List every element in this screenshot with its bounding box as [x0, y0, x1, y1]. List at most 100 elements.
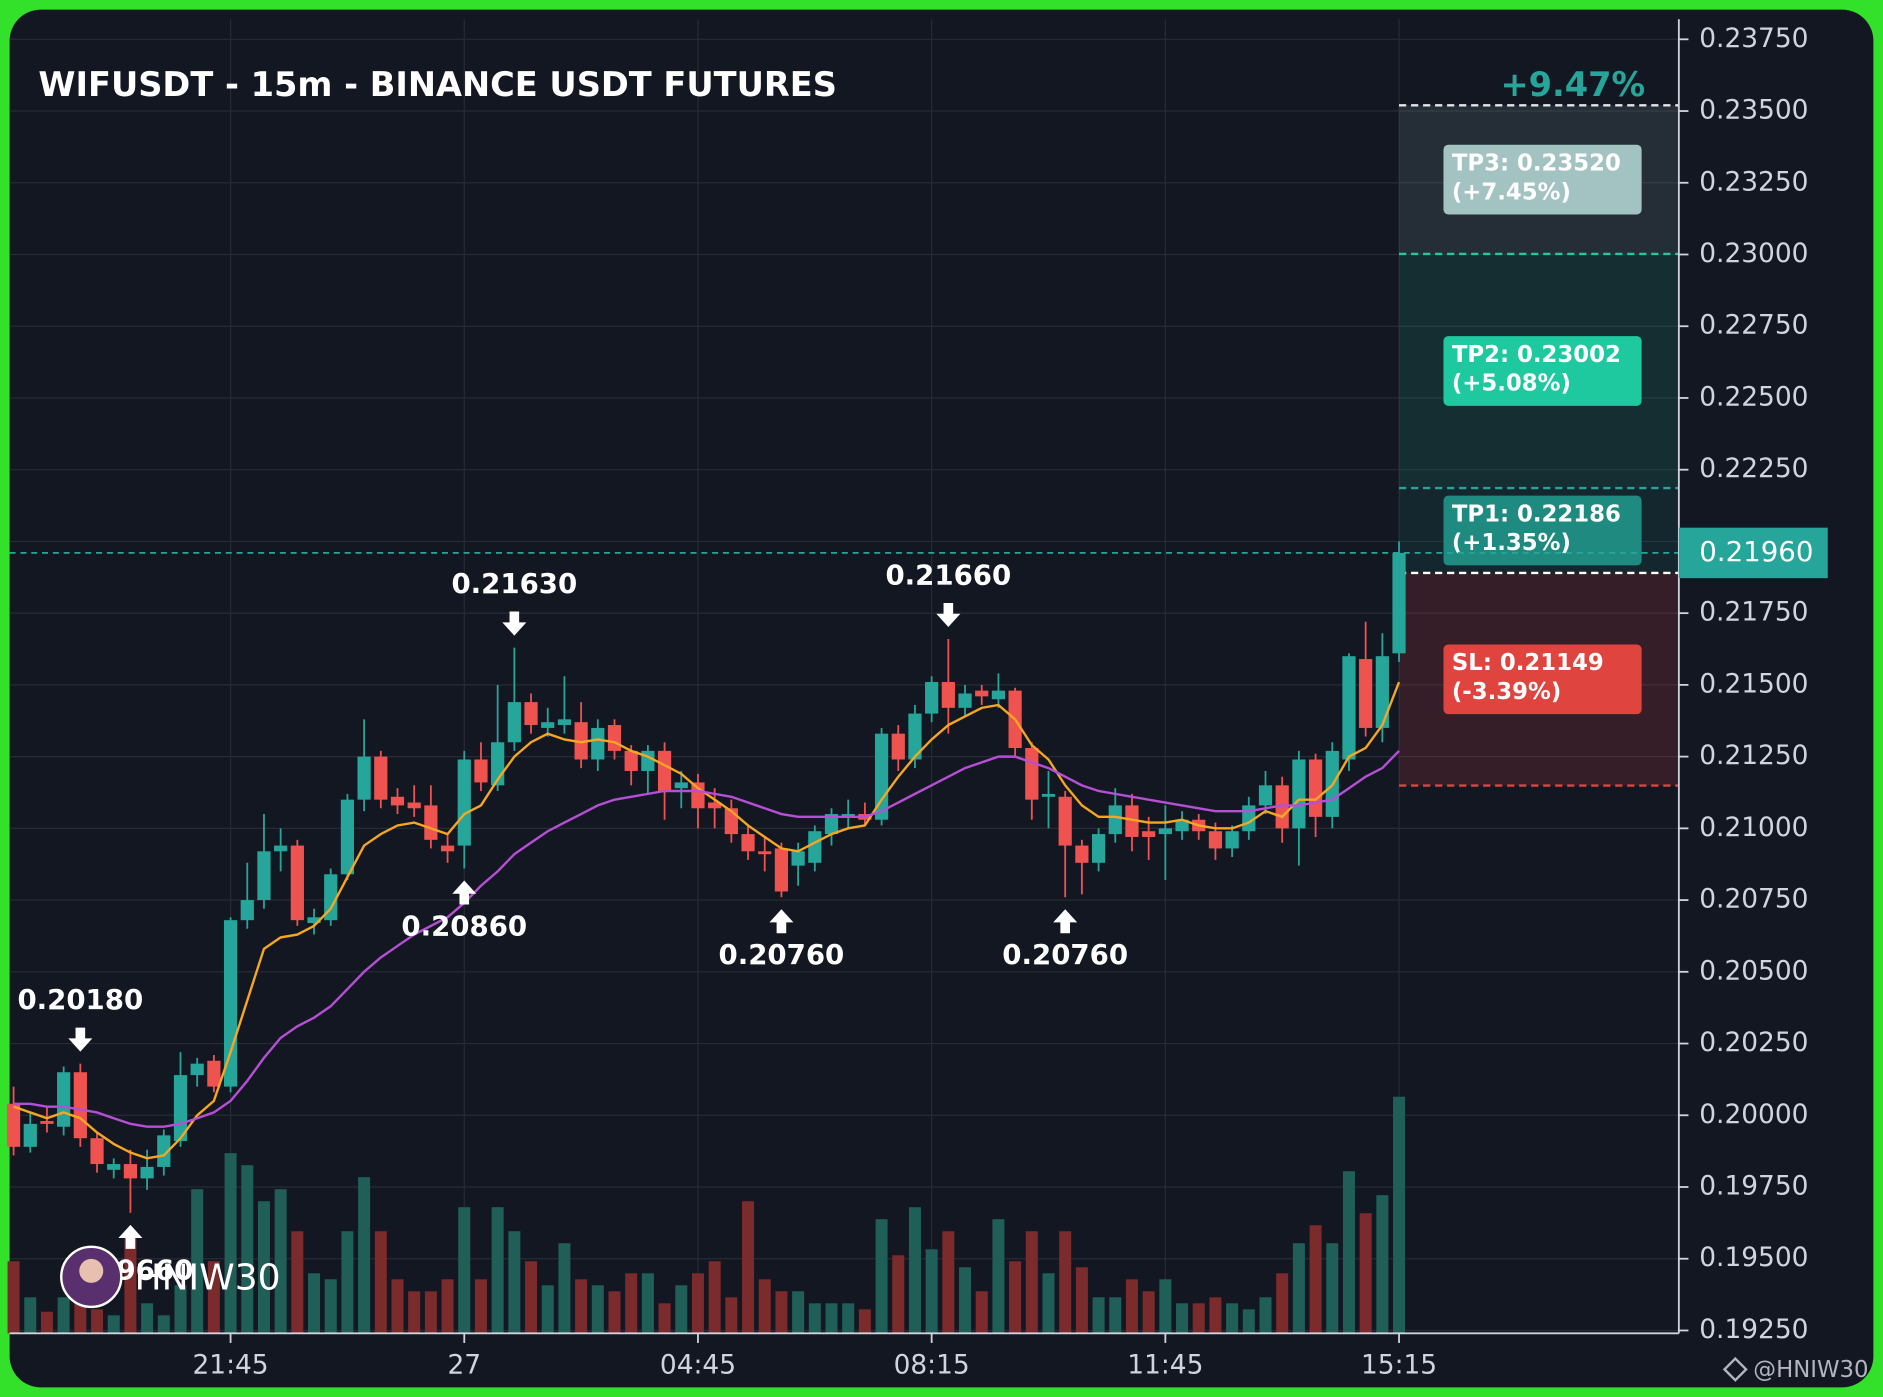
credit: @HNIW30 [1722, 1356, 1869, 1383]
volume-bar [7, 1261, 20, 1334]
volume-bar [458, 1207, 471, 1334]
candle-body [891, 733, 905, 760]
candle-body [1375, 656, 1389, 728]
volume-bar [1042, 1273, 1055, 1334]
volume-bar [241, 1165, 254, 1334]
volume-bar [1025, 1231, 1038, 1334]
y-tick-label: 0.23750 [1699, 23, 1808, 54]
candle-body [557, 719, 572, 726]
candle-body [107, 1164, 121, 1170]
candle-body [440, 845, 455, 852]
volume-bar [1226, 1303, 1239, 1334]
level-change: (+5.08%) [1452, 371, 1571, 397]
volume-bar [908, 1207, 921, 1334]
candle-body [808, 831, 822, 863]
level-change: (+1.35%) [1452, 530, 1571, 556]
volume-bar [141, 1303, 154, 1334]
level-box [1443, 144, 1642, 215]
volume-bar [1109, 1297, 1122, 1334]
volume-bar [474, 1279, 487, 1334]
candle-body [1125, 805, 1139, 837]
y-tick-label: 0.19250 [1699, 1314, 1808, 1345]
level-name: TP3: 0.23520 [1452, 150, 1621, 176]
candle-body [123, 1164, 138, 1179]
candle-body [274, 845, 288, 852]
candle-body [340, 799, 355, 875]
y-tick-label: 0.20000 [1699, 1099, 1808, 1130]
candle-body [90, 1138, 104, 1165]
annotation-label: 0.21630 [451, 567, 577, 600]
level-change: (-3.39%) [1452, 679, 1561, 705]
volume-bar [1125, 1279, 1138, 1334]
volume-bar [408, 1291, 421, 1334]
candle-body [1175, 819, 1189, 832]
volume-bar [575, 1279, 588, 1334]
level-name: TP2: 0.23002 [1452, 342, 1621, 368]
candle-body [941, 682, 955, 708]
annotation-arrow [502, 611, 527, 636]
annotation-arrow [118, 1224, 143, 1249]
annotation-arrow [452, 880, 477, 905]
candle-body [708, 802, 722, 809]
position-change: +9.47% [1500, 65, 1645, 104]
candle-body [257, 851, 271, 901]
volume-bar [124, 1237, 137, 1334]
volume [7, 1096, 1406, 1334]
moving-average [13, 750, 1400, 1128]
level-box [1443, 495, 1642, 566]
candle-body [57, 1072, 71, 1127]
candle-body [908, 713, 922, 760]
x-tick-label: 21:45 [193, 1349, 269, 1380]
candle-body [774, 848, 789, 892]
candle-body [223, 920, 238, 1087]
volume-bar [725, 1297, 738, 1334]
volume-bar [341, 1231, 354, 1334]
volume-bar [24, 1297, 37, 1334]
y-tick-label: 0.22250 [1699, 453, 1808, 484]
candle-body [674, 782, 688, 789]
volume-bar [1059, 1231, 1072, 1334]
volume-bar [374, 1231, 387, 1334]
volume-bar [591, 1285, 604, 1334]
last-price-tag [1678, 527, 1828, 579]
candle-body [6, 1103, 21, 1147]
volume-bar [975, 1291, 988, 1334]
volume-bar [91, 1309, 104, 1334]
y-tick-label: 0.23000 [1699, 238, 1808, 269]
level-change: (+7.45%) [1452, 179, 1571, 205]
x-tick-label: 11:45 [1127, 1349, 1203, 1380]
annotation-label: 0.20760 [1002, 938, 1128, 971]
candle-body [1392, 552, 1406, 654]
candle-body [140, 1166, 154, 1179]
volume-bar [1393, 1096, 1406, 1334]
annotation-arrow [936, 602, 961, 627]
candle-body [374, 756, 388, 800]
candle-body [407, 802, 421, 809]
candle-body [357, 756, 371, 800]
volume-bar [1092, 1297, 1105, 1334]
candle-body [925, 682, 939, 714]
candle-body [1308, 759, 1323, 817]
candle-body [73, 1072, 87, 1139]
candle-body [457, 759, 471, 846]
candle-body [841, 814, 855, 817]
chart-title: WIFUSDT - 15m - BINANCE USDT FUTURES [38, 65, 837, 104]
volume-bar [1359, 1213, 1372, 1334]
candle-body [1041, 793, 1056, 797]
y-tick-label: 0.20750 [1699, 884, 1808, 915]
moving-averages [13, 681, 1401, 1160]
volume-bar [1142, 1291, 1155, 1334]
volume-bar [1342, 1171, 1355, 1334]
candle-body [1158, 828, 1172, 835]
volume-bar [257, 1201, 270, 1334]
volume-bar [742, 1201, 755, 1334]
candle-body [741, 834, 755, 852]
level-box [1443, 644, 1642, 715]
volume-bar [1309, 1225, 1322, 1334]
candle-body [824, 814, 839, 835]
last-price-label: 0.21960 [1699, 535, 1813, 568]
annotation-arrow [1053, 909, 1078, 934]
moving-average [13, 681, 1401, 1160]
x-tick-label: 08:15 [894, 1349, 970, 1380]
y-tick-label: 0.21000 [1699, 812, 1808, 843]
